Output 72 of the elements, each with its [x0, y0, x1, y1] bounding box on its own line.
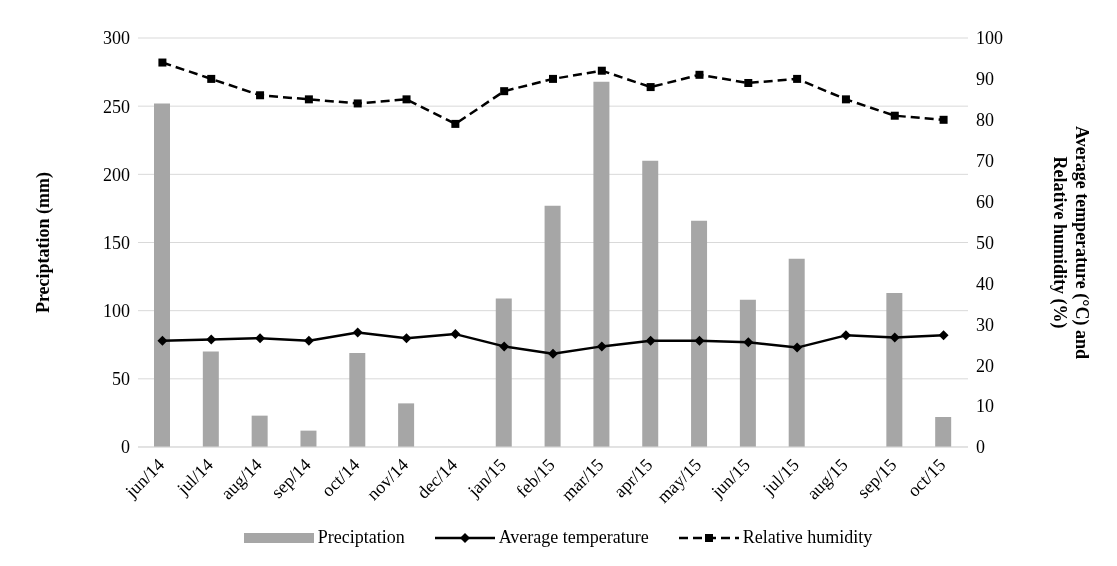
bar	[935, 417, 952, 447]
bar	[398, 403, 415, 447]
y-tick-label: 150	[103, 232, 130, 253]
point	[500, 87, 509, 96]
y2-axis-title: Average temperature (°C) and Relative humidity (%)	[1049, 126, 1092, 359]
y-axis-title: Preciptation (mm)	[33, 171, 55, 314]
point	[303, 335, 314, 346]
y2-tick-label: 0	[976, 437, 985, 458]
point	[256, 91, 265, 100]
bar	[593, 81, 610, 447]
point	[548, 348, 558, 359]
point	[207, 74, 216, 83]
point	[793, 74, 802, 83]
bar	[788, 258, 805, 447]
point	[695, 70, 704, 79]
bar	[300, 430, 317, 447]
legend-label: Preciptation	[317, 527, 405, 548]
point	[352, 327, 363, 338]
y2-tick-label: 60	[976, 191, 994, 212]
point	[743, 337, 754, 348]
point	[694, 335, 705, 346]
bar	[642, 160, 659, 447]
legend-label: Average temperature	[498, 527, 649, 548]
point	[744, 78, 753, 87]
bar	[739, 299, 756, 447]
point	[646, 83, 655, 92]
point	[939, 115, 948, 124]
point	[597, 66, 606, 75]
y-tick-label: 100	[103, 301, 130, 322]
point	[841, 95, 850, 104]
point	[353, 99, 362, 108]
y2-tick-label: 10	[976, 396, 994, 417]
point	[304, 95, 313, 104]
y-tick-label: 0	[121, 437, 130, 458]
point	[450, 329, 461, 340]
y-tick-label: 50	[112, 369, 130, 390]
point	[255, 333, 266, 344]
y2-tick-label: 50	[976, 232, 994, 253]
point	[938, 330, 949, 341]
point	[499, 341, 510, 352]
y2-tick-label: 80	[976, 110, 994, 131]
y2-tick-label: 100	[976, 28, 1003, 49]
bar	[544, 205, 561, 447]
point	[645, 335, 656, 346]
point	[157, 335, 168, 346]
bar	[154, 103, 170, 447]
point	[401, 333, 412, 344]
legend-label: Relative humidity	[742, 527, 873, 548]
bar	[886, 292, 903, 447]
y-tick-label: 250	[103, 96, 130, 117]
point	[890, 111, 899, 120]
y2-tick-label: 20	[976, 355, 994, 376]
point	[792, 342, 803, 353]
point	[549, 74, 557, 83]
bar	[691, 220, 708, 447]
point	[840, 330, 851, 341]
y-tick-label: 200	[103, 164, 130, 185]
bar	[495, 298, 512, 447]
point	[402, 95, 411, 104]
point	[889, 332, 900, 343]
y2-tick-label: 30	[976, 314, 994, 335]
bar	[349, 352, 366, 447]
point	[158, 58, 167, 67]
point	[451, 119, 460, 128]
y2-tick-label: 70	[976, 151, 994, 172]
y-tick-label: 300	[103, 28, 130, 49]
point	[596, 341, 607, 352]
point	[206, 334, 217, 345]
bar	[202, 351, 219, 447]
bar	[251, 415, 268, 447]
y2-tick-label: 40	[976, 273, 994, 294]
y2-tick-label: 90	[976, 69, 994, 90]
